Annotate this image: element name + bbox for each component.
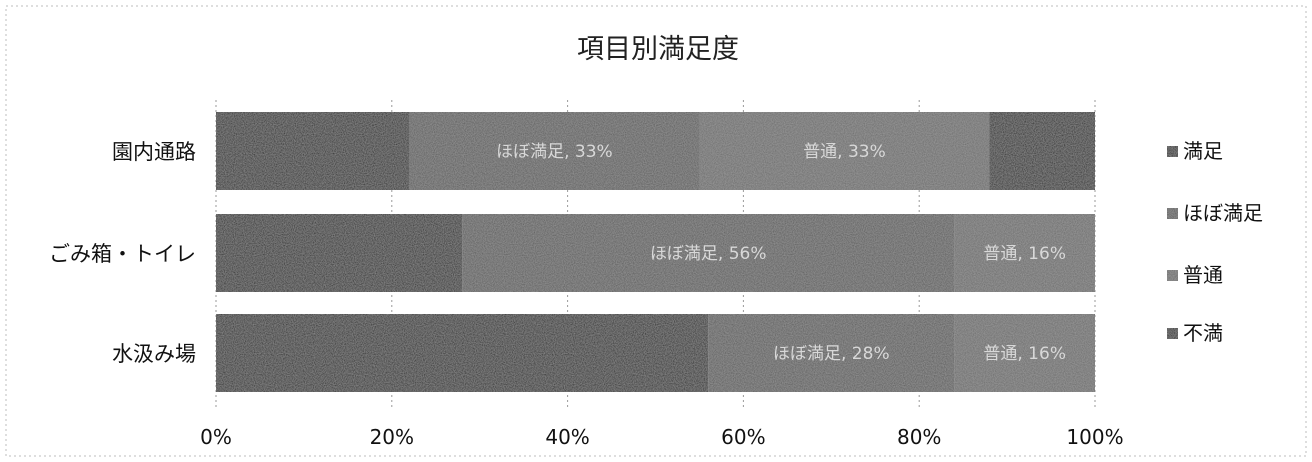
bar-segment <box>699 112 990 190</box>
x-tick-label: 80% <box>897 425 941 449</box>
bar-segment <box>708 314 955 392</box>
legend-swatch <box>1167 270 1178 281</box>
x-tick-label: 0% <box>200 425 232 449</box>
legend-label: 不満 <box>1183 321 1223 345</box>
category-label: ごみ箱・トイレ <box>49 242 196 266</box>
data-label: ほぼ満足, 33% <box>496 142 613 162</box>
data-label: ほぼ満足, 28% <box>773 344 890 364</box>
label-layer: ほぼ満足, 33% 普通, 33% ほぼ満足, 56% 普通, 16% ほぼ満足, 28… <box>496 142 1066 364</box>
bar-segment <box>216 314 709 392</box>
x-tick-label: 100% <box>1066 425 1123 449</box>
legend-swatch <box>1167 328 1178 339</box>
category-label: 水汲み場 <box>112 342 196 366</box>
x-tick-label: 20% <box>370 425 414 449</box>
data-label: ほぼ満足, 56% <box>650 244 767 264</box>
bar-segment <box>954 214 1095 292</box>
bar-segment <box>409 112 700 190</box>
data-label: 普通, 16% <box>983 344 1066 364</box>
bar-layer <box>216 112 1095 392</box>
x-tick-label: 60% <box>721 425 765 449</box>
legend-swatch <box>1167 146 1178 157</box>
legend-label: 普通 <box>1183 263 1223 287</box>
bar-segment <box>216 214 463 292</box>
bar-segment <box>954 314 1095 392</box>
chart-title: 項目別満足度 <box>577 34 739 65</box>
bar-segment <box>462 214 955 292</box>
data-label: 普通, 33% <box>803 142 886 162</box>
legend-label: 満足 <box>1183 139 1223 163</box>
legend-swatch <box>1167 208 1178 219</box>
bar-segment <box>216 112 410 190</box>
x-tick-label: 40% <box>545 425 589 449</box>
bar-segment <box>989 112 1095 190</box>
legend-label: ほぼ満足 <box>1183 201 1263 225</box>
data-label: 普通, 16% <box>983 244 1066 264</box>
category-label: 園内通路 <box>112 140 196 164</box>
